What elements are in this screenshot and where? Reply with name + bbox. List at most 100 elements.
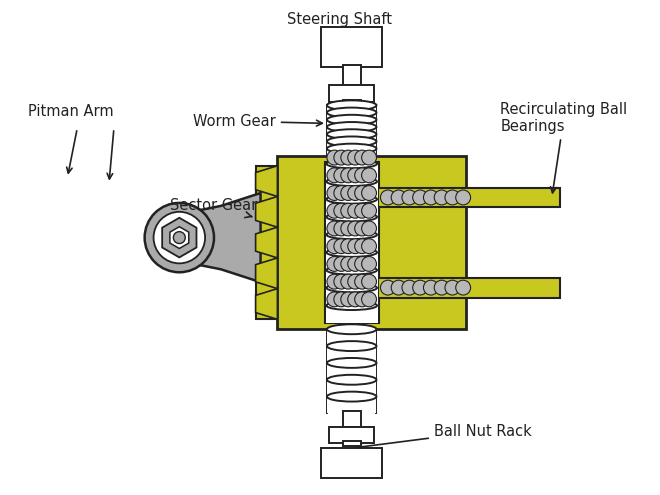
Circle shape — [341, 221, 356, 236]
Text: Steering Shaft: Steering Shaft — [287, 12, 392, 41]
Circle shape — [327, 274, 342, 289]
Bar — [327, 396, 376, 413]
Circle shape — [348, 221, 362, 236]
Circle shape — [362, 186, 376, 200]
Circle shape — [402, 190, 417, 205]
Circle shape — [354, 256, 370, 271]
Bar — [326, 199, 378, 217]
Circle shape — [434, 280, 449, 295]
Circle shape — [348, 274, 362, 289]
Bar — [343, 441, 360, 446]
Circle shape — [362, 256, 376, 271]
Circle shape — [412, 280, 428, 295]
Bar — [343, 100, 360, 105]
Bar — [321, 27, 382, 67]
Text: Pitman Arm: Pitman Arm — [28, 104, 114, 119]
Polygon shape — [162, 218, 197, 257]
Ellipse shape — [327, 159, 377, 168]
Bar — [326, 164, 378, 182]
Circle shape — [362, 150, 376, 165]
Circle shape — [362, 221, 376, 236]
Ellipse shape — [327, 266, 377, 275]
Circle shape — [327, 150, 342, 165]
Circle shape — [334, 168, 348, 183]
Circle shape — [445, 190, 460, 205]
Circle shape — [341, 274, 356, 289]
Circle shape — [362, 168, 376, 183]
Text: Recirculating Ball
Bearings: Recirculating Ball Bearings — [500, 102, 628, 193]
Circle shape — [348, 150, 362, 165]
Circle shape — [348, 239, 362, 253]
Circle shape — [334, 256, 348, 271]
Circle shape — [362, 203, 376, 218]
Circle shape — [354, 221, 370, 236]
Ellipse shape — [327, 107, 376, 117]
Circle shape — [334, 292, 348, 307]
Circle shape — [424, 280, 438, 295]
Text: Ball Nut Rack: Ball Nut Rack — [356, 424, 532, 449]
Bar — [327, 120, 376, 127]
Ellipse shape — [327, 144, 376, 153]
Bar — [329, 427, 374, 443]
Circle shape — [341, 203, 356, 218]
Circle shape — [327, 239, 342, 253]
Circle shape — [341, 150, 356, 165]
Circle shape — [327, 203, 342, 218]
Circle shape — [354, 292, 370, 307]
Circle shape — [341, 186, 356, 200]
Circle shape — [362, 274, 376, 289]
Circle shape — [354, 168, 370, 183]
Bar — [326, 252, 378, 270]
Polygon shape — [255, 197, 277, 227]
Ellipse shape — [327, 129, 376, 139]
Circle shape — [456, 190, 471, 205]
Bar — [326, 182, 378, 199]
Circle shape — [424, 190, 438, 205]
Bar — [326, 235, 378, 252]
Bar — [329, 85, 374, 102]
Polygon shape — [255, 166, 277, 197]
Polygon shape — [196, 193, 261, 282]
Bar — [378, 278, 560, 297]
Bar — [378, 188, 560, 207]
Bar — [327, 142, 376, 148]
Circle shape — [348, 292, 362, 307]
Bar — [327, 105, 376, 112]
Bar — [327, 363, 376, 380]
Circle shape — [348, 168, 362, 183]
Bar — [255, 166, 277, 319]
Ellipse shape — [327, 212, 377, 221]
Ellipse shape — [327, 122, 376, 132]
Ellipse shape — [327, 230, 377, 239]
Bar — [327, 112, 376, 120]
Circle shape — [334, 203, 348, 218]
Circle shape — [362, 239, 376, 253]
Circle shape — [341, 168, 356, 183]
Circle shape — [348, 203, 362, 218]
Bar — [343, 65, 360, 85]
Circle shape — [354, 186, 370, 200]
Circle shape — [341, 292, 356, 307]
Circle shape — [354, 274, 370, 289]
Bar — [327, 329, 376, 346]
Circle shape — [341, 256, 356, 271]
Ellipse shape — [327, 137, 376, 147]
Circle shape — [334, 221, 348, 236]
Ellipse shape — [327, 375, 376, 385]
Circle shape — [334, 239, 348, 253]
Polygon shape — [255, 227, 277, 258]
Polygon shape — [255, 258, 277, 289]
Bar — [326, 270, 378, 288]
Circle shape — [154, 212, 205, 263]
Ellipse shape — [327, 358, 376, 368]
Circle shape — [362, 292, 376, 307]
Bar — [343, 411, 360, 427]
Circle shape — [445, 280, 460, 295]
Circle shape — [327, 292, 342, 307]
Bar — [326, 217, 378, 235]
Polygon shape — [255, 289, 277, 319]
Circle shape — [327, 221, 342, 236]
Circle shape — [327, 186, 342, 200]
Ellipse shape — [327, 341, 376, 351]
Ellipse shape — [327, 248, 377, 257]
